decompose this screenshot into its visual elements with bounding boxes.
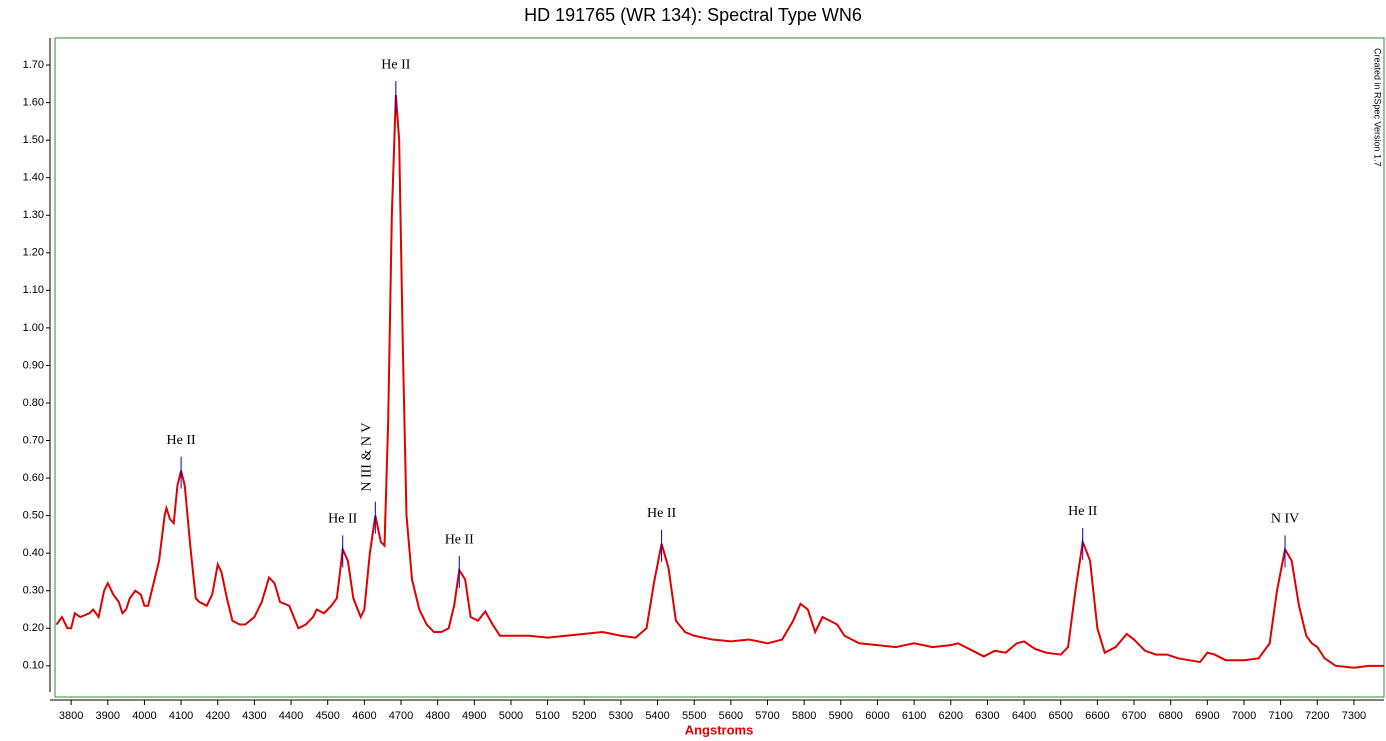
- x-tick-label: 4600: [352, 710, 376, 722]
- x-tick-label: 6000: [865, 710, 889, 722]
- x-tick-label: 5300: [609, 710, 633, 722]
- x-tick-label: 4300: [242, 710, 266, 722]
- x-tick-label: 6400: [1012, 710, 1036, 722]
- x-tick-label: 5500: [682, 710, 706, 722]
- x-tick-label: 4700: [389, 710, 413, 722]
- x-tick-label: 5800: [792, 710, 816, 722]
- x-tick-label: 5900: [829, 710, 853, 722]
- x-tick-label: 4100: [169, 710, 193, 722]
- x-tick-label: 6500: [1048, 710, 1072, 722]
- y-tick-label: 0.40: [23, 547, 44, 559]
- y-tick-label: 1.60: [23, 96, 44, 108]
- annotation-label: He II: [445, 532, 474, 547]
- y-tick-label: 1.50: [23, 134, 44, 146]
- x-tick-label: 6300: [975, 710, 999, 722]
- y-tick-label: 1.30: [23, 209, 44, 221]
- y-tick-label: 1.10: [23, 284, 44, 296]
- annotation-label: He II: [381, 57, 410, 72]
- x-tick-label: 5600: [719, 710, 743, 722]
- y-tick-label: 0.70: [23, 434, 44, 446]
- x-tick-label: 7100: [1268, 710, 1292, 722]
- x-tick-label: 5700: [755, 710, 779, 722]
- x-tick-label: 5200: [572, 710, 596, 722]
- y-tick-label: 0.20: [23, 622, 44, 634]
- x-tick-label: 4900: [462, 710, 486, 722]
- x-tick-label: 4400: [279, 710, 303, 722]
- y-tick-label: 0.30: [23, 585, 44, 597]
- y-tick-label: 1.70: [23, 59, 44, 71]
- x-tick-label: 3800: [59, 710, 83, 722]
- y-tick-label: 1.20: [23, 247, 44, 259]
- plot-frame: [54, 37, 1385, 698]
- annotation-label: N III & N V: [360, 423, 375, 492]
- x-tick-label: 6900: [1195, 710, 1219, 722]
- y-tick-label: 0.90: [23, 359, 44, 371]
- x-tick-label: 3900: [96, 710, 120, 722]
- x-tick-label: 7000: [1232, 710, 1256, 722]
- credit: Created in RSpec Version 1.7: [1373, 48, 1383, 167]
- x-tick-label: 5000: [499, 710, 523, 722]
- x-tick-label: 5400: [645, 710, 669, 722]
- x-tick-label: 4500: [315, 710, 339, 722]
- y-tick-label: 0.50: [23, 510, 44, 522]
- y-tick-label: 1.00: [23, 322, 44, 334]
- annotation-label: N IV: [1271, 512, 1299, 527]
- x-tick-label: 4000: [132, 710, 156, 722]
- y-tick-label: 0.10: [23, 660, 44, 672]
- x-tick-label: 7200: [1305, 710, 1329, 722]
- x-tick-label: 5100: [535, 710, 559, 722]
- x-tick-label: 6200: [939, 710, 963, 722]
- x-tick-label: 7300: [1342, 710, 1366, 722]
- annotation-label: He II: [328, 512, 357, 527]
- x-tick-label: 4200: [205, 710, 229, 722]
- x-tick-label: 6600: [1085, 710, 1109, 722]
- spectrum-line: [55, 95, 1384, 669]
- x-tick-label: 6700: [1122, 710, 1146, 722]
- y-tick-label: 1.40: [23, 172, 44, 184]
- x-axis-label: Angstroms: [685, 722, 754, 737]
- x-tick-label: 6100: [902, 710, 926, 722]
- chart-title: HD 191765 (WR 134): Spectral Type WN6: [524, 5, 862, 25]
- x-tick-label: 4800: [425, 710, 449, 722]
- annotation-label: He II: [167, 433, 196, 448]
- annotation-label: He II: [647, 506, 676, 521]
- x-tick-label: 6800: [1158, 710, 1182, 722]
- y-tick-label: 0.60: [23, 472, 44, 484]
- y-tick-label: 0.80: [23, 397, 44, 409]
- annotation-label: He II: [1068, 504, 1097, 519]
